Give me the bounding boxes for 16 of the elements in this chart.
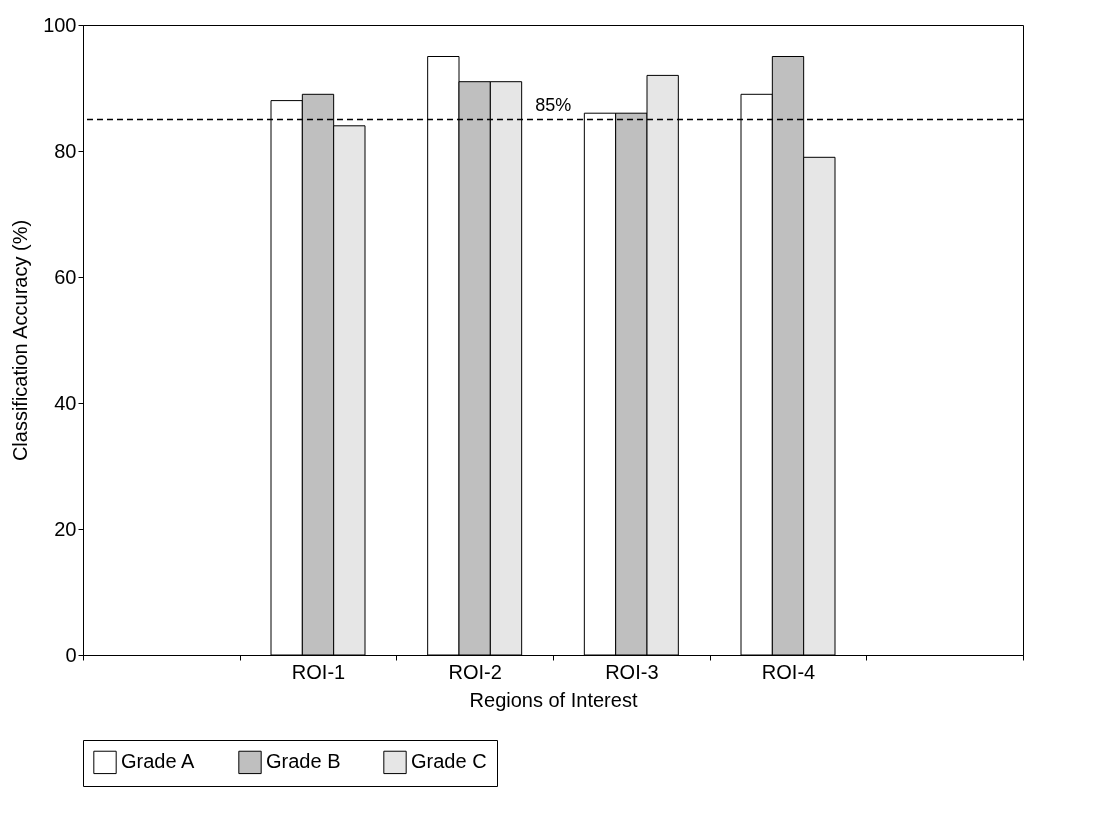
x-tick-label: ROI-4 [761,660,816,683]
legend-label: Grade B [266,750,341,773]
y-tick-label: 0 [65,643,77,666]
y-axis-title: Classification Accuracy (%) [9,219,32,462]
legend-label: Grade A [121,750,196,773]
x-tick-label: ROI-3 [605,660,659,683]
y-tick-label: 80 [54,139,77,162]
legend-label: Grade C [411,750,487,773]
y-tick-label: 20 [54,517,77,540]
x-tick-label: ROI-1 [291,660,346,683]
ref-line-label: 85% [535,94,572,115]
x-tick-label: ROI-2 [448,660,502,683]
y-tick-label: 60 [54,265,77,288]
x-axis-title: Regions of Interest [469,688,638,711]
y-tick-label: 40 [54,391,77,414]
y-tick-label: 100 [43,13,77,36]
